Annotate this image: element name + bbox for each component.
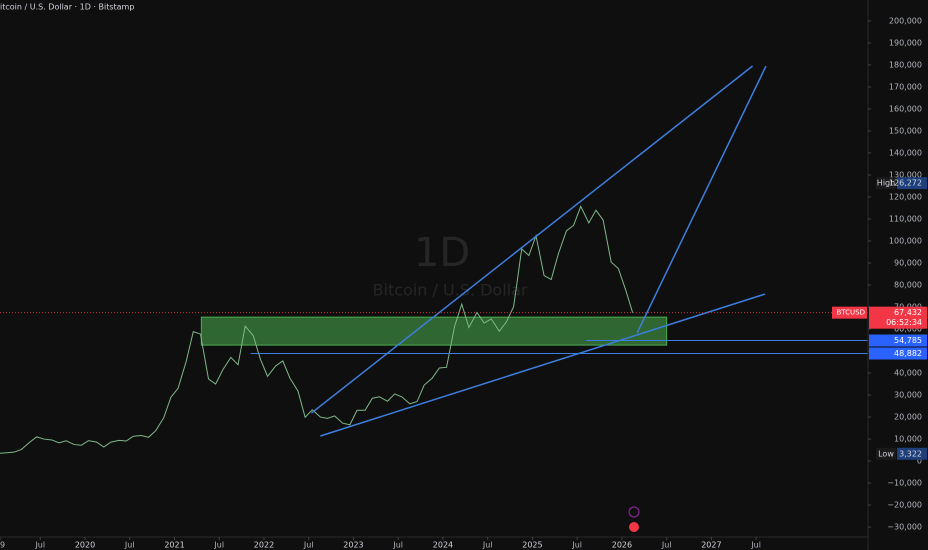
- y-tick-label: 60,000: [894, 325, 922, 334]
- watermark-name: Bitcoin / U.S. Dollar: [373, 281, 528, 300]
- x-tick-label: 2024: [433, 541, 453, 550]
- price-line: [0, 205, 634, 454]
- y-tick-label: 40,000: [894, 369, 922, 378]
- y-tick-label: −10,000: [887, 479, 922, 488]
- y-tick-label: 110,000: [889, 214, 922, 223]
- event-icon[interactable]: [628, 506, 640, 518]
- y-tick-label: 190,000: [889, 38, 922, 47]
- y-tick-label: 30,000: [894, 391, 922, 400]
- y-tick-label: 140,000: [889, 148, 922, 157]
- x-tick-label: 2026: [612, 541, 632, 550]
- x-tick-label: Jul: [213, 541, 224, 550]
- low-tag: Low: [878, 449, 894, 458]
- y-tick-label: 120,000: [889, 192, 922, 201]
- trend-line: [320, 293, 766, 437]
- y-tick-label: 20,000: [894, 413, 922, 422]
- last-price-box: [869, 306, 927, 329]
- level-label-box: [869, 347, 927, 360]
- low-value: 3,322: [899, 449, 922, 458]
- y-tick-label: 200,000: [889, 16, 922, 25]
- y-tick-label: 10,000: [894, 435, 922, 444]
- high-value-box: [897, 177, 927, 190]
- symbol-box: [832, 306, 867, 319]
- y-tick-label: 100,000: [889, 236, 922, 245]
- x-tick-label: Jul: [482, 541, 493, 550]
- x-tick-label: 2023: [343, 541, 363, 550]
- x-tick-label: Jul: [750, 541, 761, 550]
- y-tick-label: 0: [917, 457, 922, 466]
- low-value-box: [897, 447, 927, 460]
- low-tag-box: [876, 447, 896, 460]
- x-tick-label: 2022: [254, 541, 274, 550]
- watermark-interval: 1D: [414, 230, 470, 276]
- level-label-box: [869, 334, 927, 347]
- y-tick-label: 150,000: [889, 126, 922, 135]
- trend-line: [310, 65, 754, 414]
- level-label: 54,785: [894, 336, 922, 345]
- x-tick-label: Jul: [571, 541, 582, 550]
- x-tick-label: Jul: [661, 541, 672, 550]
- y-tick-label: 180,000: [889, 60, 922, 69]
- y-tick-label: 80,000: [894, 281, 922, 290]
- trend-line: [636, 65, 767, 334]
- y-tick-label: −20,000: [887, 501, 922, 510]
- x-tick-label: 2025: [522, 541, 542, 550]
- y-tick-label: 90,000: [894, 258, 922, 267]
- chart-title: itcoin / U.S. Dollar · 1D · Bitstamp: [0, 3, 134, 12]
- x-tick-label: 2021: [164, 541, 184, 550]
- y-tick-label: 130,000: [889, 170, 922, 179]
- y-tick-label: −30,000: [887, 523, 922, 532]
- symbol-label: BTCUSD: [836, 309, 865, 317]
- high-tag-box: [876, 177, 896, 190]
- x-tick-label: Jul: [124, 541, 135, 550]
- x-tick-label: Jul: [392, 541, 403, 550]
- high-value: 126,272: [889, 179, 922, 188]
- x-tick-label: 2020: [75, 541, 95, 550]
- y-tick-label: 170,000: [889, 82, 922, 91]
- x-tick-label: Jul: [34, 541, 45, 550]
- high-tag: High: [877, 179, 895, 188]
- countdown-label: 06:52:34: [886, 318, 922, 327]
- x-tick-label: 9: [0, 541, 5, 550]
- event-icon[interactable]: [629, 522, 639, 532]
- level-label: 48,882: [894, 349, 922, 358]
- last-price-label: 67,432: [894, 308, 922, 317]
- y-tick-label: 160,000: [889, 104, 922, 113]
- x-tick-label: Jul: [303, 541, 314, 550]
- x-tick-label: 2027: [701, 541, 721, 550]
- plot: [0, 65, 868, 454]
